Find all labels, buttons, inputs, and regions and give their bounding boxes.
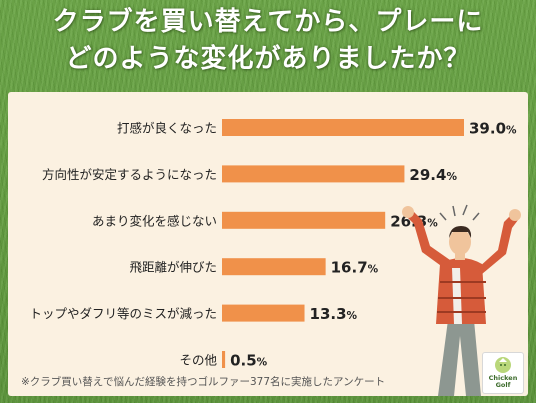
category-label: トップやダフリ等のミスが減った xyxy=(29,306,217,321)
bar xyxy=(222,211,386,229)
page-title: クラブを買い替えてから、プレーに どのような変化がありましたか？ xyxy=(0,4,536,78)
value-unit: % xyxy=(446,171,457,183)
value-label: 39.0% xyxy=(469,120,517,138)
value-unit: % xyxy=(368,264,379,276)
category-label: あまり変化を感じない xyxy=(92,213,217,228)
golfer-illustration xyxy=(402,204,521,396)
value-unit: % xyxy=(427,217,438,229)
footnote: ※クラブ買い替えで悩んだ経験を持つゴルファー377名に実施したアンケート xyxy=(21,376,386,388)
title-line-2: どのような変化がありましたか？ xyxy=(65,44,471,74)
bar-chart: 打感が良くなった 39.0% 方向性が安定するようになった 29.4% あまり変化を感じ… xyxy=(29,119,521,396)
value-label: 16.7% xyxy=(331,259,379,277)
value-unit: % xyxy=(506,125,517,137)
category-label: その他 xyxy=(179,353,217,368)
title-line-1: クラブを買い替えてから、プレーに xyxy=(52,7,484,37)
chart-panel: 打感が良くなった 39.0% 方向性が安定するようになった 29.4% あまり変化を感じ… xyxy=(8,92,528,396)
bar xyxy=(222,304,305,322)
category-label: 打感が良くなった xyxy=(117,121,217,136)
bar xyxy=(222,119,464,136)
bar xyxy=(222,165,405,183)
chicken-golf-logo: Chicken Golf xyxy=(482,352,524,394)
value-unit: % xyxy=(257,357,268,369)
logo-text-line-1: Chicken xyxy=(488,374,518,382)
value-label: 29.4% xyxy=(409,166,457,184)
chicken-icon xyxy=(495,357,511,373)
value-unit: % xyxy=(347,310,358,322)
value-label: 13.3% xyxy=(310,305,358,323)
bar xyxy=(222,258,326,276)
bar xyxy=(222,351,226,368)
logo-text-line-2: Golf xyxy=(495,381,511,389)
category-label: 方向性が安定するようになった xyxy=(42,167,217,182)
value-label: 0.5% xyxy=(230,352,268,370)
category-label: 飛距離が伸びた xyxy=(129,260,217,275)
